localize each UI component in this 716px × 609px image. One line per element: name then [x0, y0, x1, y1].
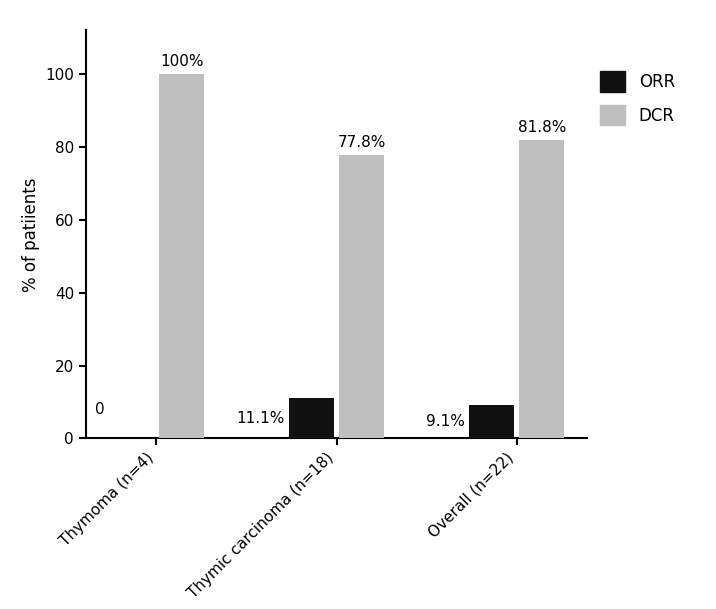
Bar [159, 74, 204, 438]
Text: 81.8%: 81.8% [518, 120, 566, 135]
Bar [339, 155, 384, 438]
Text: 100%: 100% [160, 54, 203, 69]
Bar [519, 141, 564, 438]
Y-axis label: % of patiients: % of patiients [21, 177, 39, 292]
Text: 0: 0 [95, 402, 105, 417]
Text: 9.1%: 9.1% [425, 414, 465, 429]
Bar [289, 398, 334, 438]
Bar [469, 406, 514, 438]
Text: 77.8%: 77.8% [337, 135, 386, 150]
Legend: ORR, DCR: ORR, DCR [601, 71, 675, 125]
Text: 11.1%: 11.1% [236, 410, 284, 426]
